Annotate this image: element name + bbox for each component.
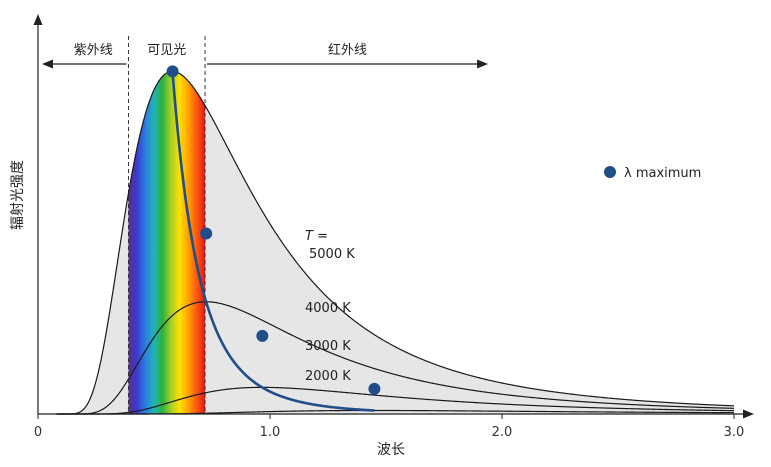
legend-label: λ maximum: [624, 166, 701, 181]
lambda-max-line: [171, 72, 375, 412]
x-axis-arrowhead: [743, 409, 754, 419]
uv-region-label: 紫外线: [74, 43, 113, 58]
curve-label-2000k: 2000 K: [305, 369, 351, 384]
ir-arrow: [207, 59, 489, 69]
lambda-marker-4000k: [200, 227, 213, 240]
x-tick-label: 3.0: [724, 425, 745, 440]
ir-region-label: 红外线: [328, 42, 367, 58]
y-axis-title: 辐射光强度: [10, 160, 26, 230]
visible-region-label: 可见光: [147, 43, 186, 58]
x-tick-label: 0: [34, 425, 42, 440]
curve-3000k: [56, 386, 735, 415]
curve-4000k: [56, 301, 735, 415]
lambda-marker-5000k: [166, 65, 179, 78]
curve-label-4000k: 4000 K: [305, 301, 351, 316]
uv-arrow: [42, 59, 127, 69]
envelope-fill: [56, 71, 735, 414]
legend: λ maximum: [604, 166, 701, 181]
x-axis-title: 波长: [377, 442, 405, 458]
x-tick-label: 2.0: [492, 425, 513, 440]
lambda-marker-3000k: [256, 329, 269, 342]
x-tick-label: 1.0: [260, 425, 281, 440]
legend-marker: [604, 166, 616, 178]
visible-spectrum-band: [128, 71, 206, 414]
temperature-prefix: T =: [305, 229, 328, 244]
lambda-marker-2000k: [368, 382, 381, 395]
curve-label-3000k: 3000 K: [305, 339, 351, 354]
curve-label-5000k: 5000 K: [309, 247, 355, 262]
x-ticks: 0 1.0 2.0 3.0: [34, 414, 744, 440]
lambda-max-markers: [166, 65, 381, 395]
y-axis-arrowhead: [33, 14, 43, 25]
